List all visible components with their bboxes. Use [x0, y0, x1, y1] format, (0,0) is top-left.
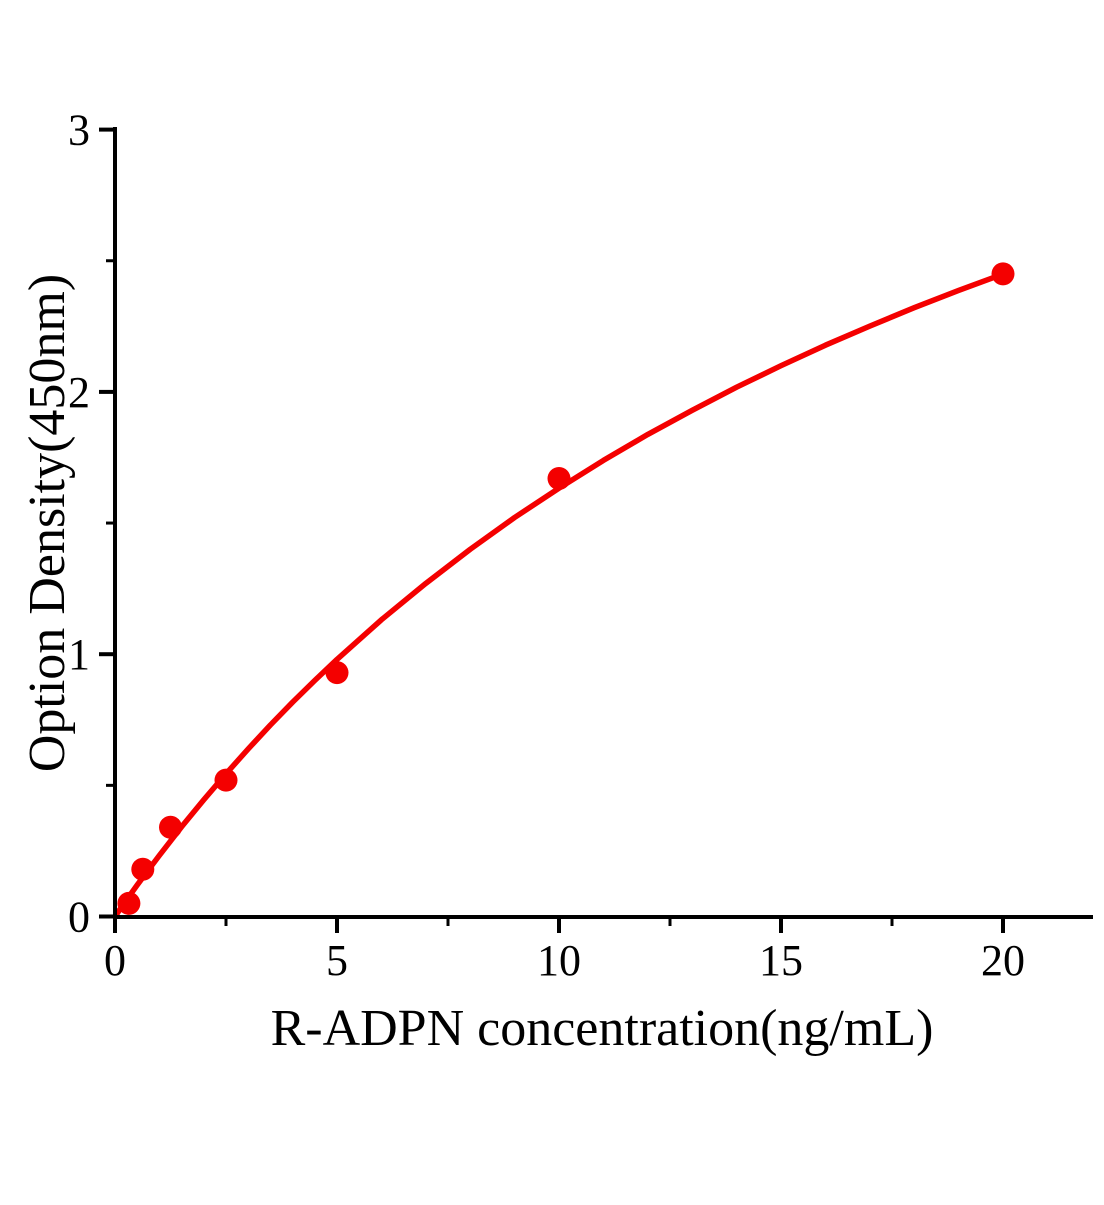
tick-label-layer: 0 5 10 15 20 0 1 2 3	[68, 106, 1025, 985]
plot-series-layer	[112, 262, 1015, 920]
axes-layer	[99, 127, 1093, 933]
x-tick-label: 20	[981, 936, 1025, 985]
x-axis-label: R-ADPN concentration(ng/mL)	[271, 1000, 934, 1057]
data-point-marker	[117, 891, 141, 915]
fit-curve-line	[112, 271, 1006, 920]
data-point-marker	[325, 661, 349, 685]
x-tick-label: 5	[326, 936, 348, 985]
x-tick-label: 0	[104, 936, 126, 985]
y-axis-label: Option Density(450nm)	[19, 274, 76, 772]
y-tick-label: 1	[68, 630, 90, 679]
y-tick-label: 3	[68, 106, 90, 155]
data-point-marker	[131, 857, 155, 881]
y-tick-label: 2	[68, 368, 90, 417]
data-point-marker	[547, 467, 571, 490]
x-tick-label: 10	[537, 936, 581, 985]
data-point-marker	[159, 815, 182, 839]
data-point-marker	[991, 262, 1015, 286]
x-tick-label: 15	[759, 936, 803, 985]
y-tick-label: 0	[68, 893, 90, 942]
data-point-marker	[214, 768, 238, 792]
